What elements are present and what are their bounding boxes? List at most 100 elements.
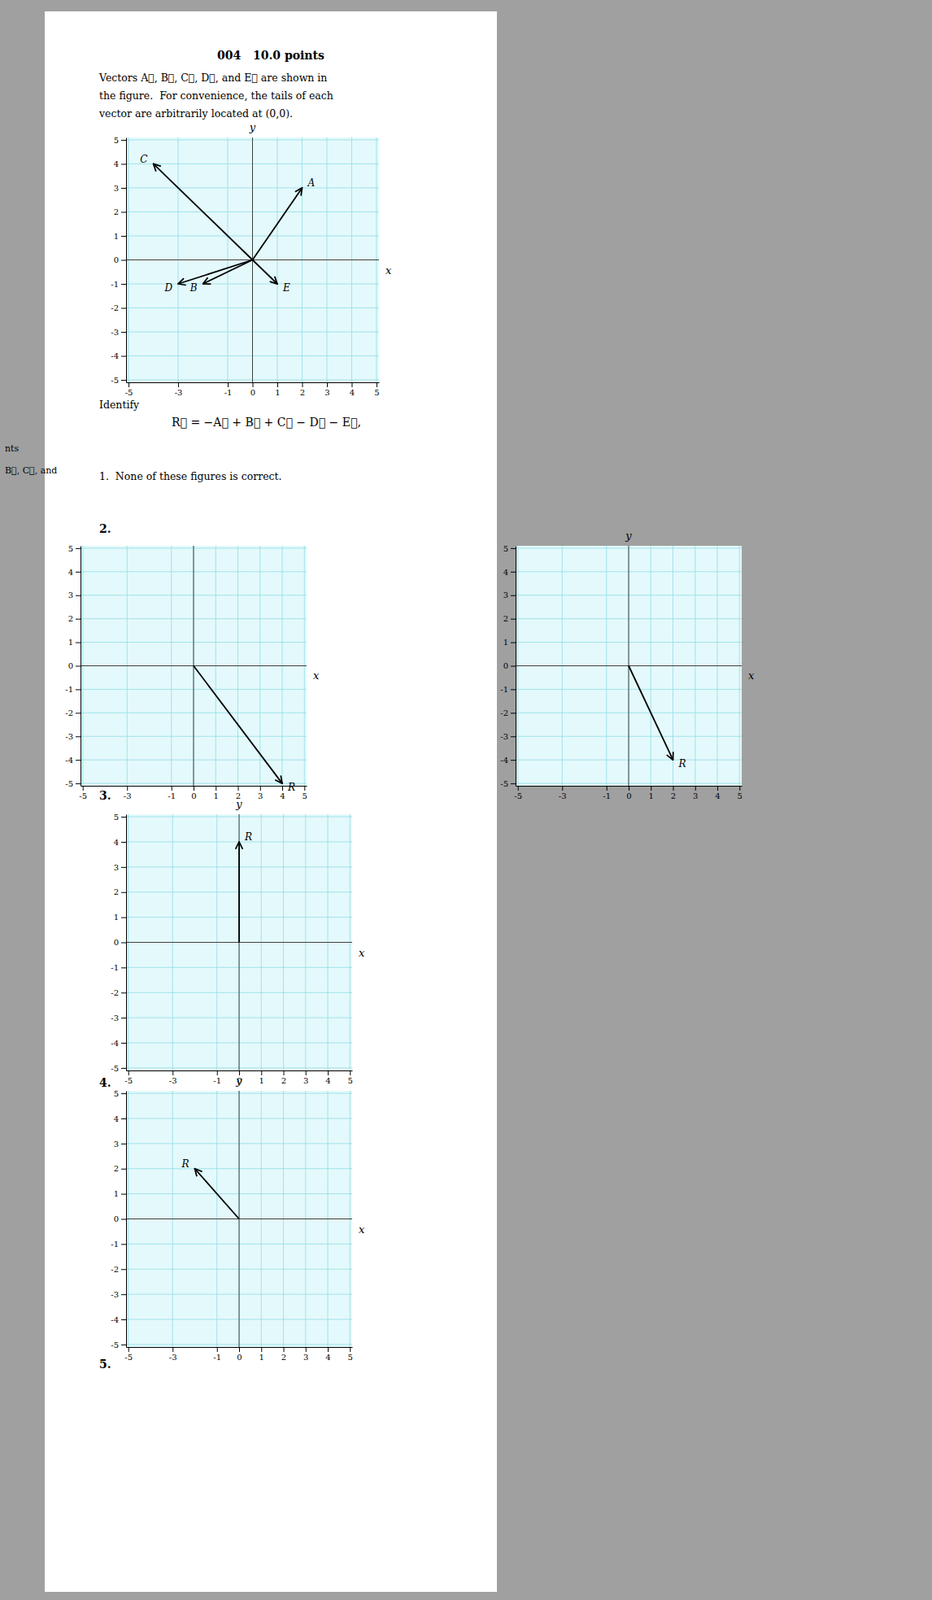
y-tick: 2	[113, 887, 127, 897]
x-tick: 3	[303, 1070, 309, 1085]
y-tick: -2	[500, 708, 516, 718]
y-tick: 1	[113, 912, 127, 922]
page-background	[0, 0, 932, 1600]
y-tick-label: 3	[503, 590, 509, 600]
y-tick-label: 1	[68, 637, 74, 647]
x-tick: -1	[602, 785, 611, 801]
y-tick-mark	[75, 666, 81, 667]
x-tick-label: -5	[124, 1075, 133, 1085]
x-axis-title: x	[385, 264, 392, 277]
vector-label: R	[678, 757, 687, 770]
y-axis-line	[80, 546, 82, 787]
y-tick-mark	[121, 1042, 127, 1044]
y-tick-label: -3	[110, 1013, 119, 1023]
y-tick: -3	[500, 731, 516, 741]
x-tick: -5	[124, 1070, 133, 1085]
x-tick-mark	[628, 785, 630, 791]
x-tick-mark	[82, 785, 84, 791]
vector	[153, 163, 253, 260]
y-axis-title: y	[235, 1074, 243, 1087]
y-tick: 0	[68, 661, 81, 671]
y-tick-mark	[75, 548, 81, 549]
x-tick-mark	[717, 785, 719, 791]
x-tick: 3	[692, 785, 698, 801]
x-tick-mark	[695, 785, 697, 791]
y-tick-mark	[121, 379, 127, 381]
x-tick: 5	[348, 1346, 353, 1362]
y-tick-label: -1	[110, 279, 119, 289]
vector-labels: R	[243, 831, 253, 843]
x-tick-label: 3	[692, 791, 698, 801]
chart: -5-3-1012345-5-4-3-2-1012345Rxy	[500, 529, 755, 801]
x-tick-mark	[252, 382, 254, 388]
y-tick-label: -2	[65, 708, 74, 718]
y-tick-label: -2	[110, 1264, 119, 1274]
x-tick: 1	[259, 1070, 265, 1085]
x-axis: -5-3-1012345	[125, 382, 380, 397]
y-tick-label: -4	[110, 351, 119, 361]
y-tick-label: 4	[113, 159, 119, 169]
y-tick-mark	[121, 942, 127, 944]
y-tick-mark	[121, 1319, 127, 1320]
x-tick: 1	[213, 785, 219, 801]
x-tick-mark	[376, 382, 378, 388]
x-tick-mark	[126, 785, 128, 791]
x-tick: -3	[558, 785, 567, 801]
annotation: B⃗, C⃗, and	[4, 465, 57, 476]
chart: -5-3-1012345-5-4-3-2-1012345Rxy	[110, 797, 366, 1085]
x-tick: 3	[257, 785, 263, 801]
x-tick-mark	[261, 1070, 262, 1076]
y-tick: -5	[110, 375, 127, 385]
y-tick-mark	[121, 1344, 127, 1346]
y-tick-label: 1	[113, 912, 119, 922]
y-tick-label: 5	[113, 812, 119, 822]
x-tick-mark	[238, 785, 240, 791]
y-tick-mark	[121, 917, 127, 919]
y-tick-label: 2	[113, 1163, 119, 1173]
annotation: Vectors A⃗, B⃗, C⃗, D⃗, and E⃗ are shown…	[98, 71, 327, 84]
y-tick: -1	[500, 684, 516, 694]
y-tick-mark	[121, 187, 127, 189]
y-tick: 1	[113, 1188, 127, 1198]
y-tick-label: 1	[503, 637, 509, 647]
x-tick-mark	[128, 1070, 130, 1076]
vector	[193, 666, 283, 784]
y-axis-line	[126, 814, 127, 1072]
y-tick-label: 5	[113, 1088, 119, 1098]
y-tick: -5	[500, 779, 516, 789]
y-tick: -5	[110, 1340, 127, 1350]
x-tick: -1	[167, 785, 176, 801]
x-tick-label: 5	[374, 387, 379, 397]
x-tick-mark	[305, 1346, 307, 1352]
y-tick-mark	[75, 759, 81, 761]
y-tick-mark	[121, 841, 127, 843]
y-axis: -5-4-3-2-1012345	[500, 544, 516, 789]
y-tick-mark	[121, 235, 127, 237]
y-axis: -5-4-3-2-1012345	[110, 812, 127, 1073]
y-tick: 4	[113, 1114, 127, 1124]
x-tick-label: -3	[169, 1075, 178, 1085]
vector	[194, 1168, 240, 1220]
x-tick-label: 5	[348, 1352, 353, 1362]
x-tick-mark	[178, 382, 179, 388]
grid	[126, 814, 353, 1071]
marks	[239, 841, 240, 943]
y-tick-mark	[121, 211, 127, 213]
y-tick: -1	[65, 684, 81, 694]
x-tick-label: -3	[174, 387, 183, 397]
y-tick-mark	[121, 992, 127, 993]
y-tick-mark	[121, 1143, 127, 1145]
y-tick: 2	[113, 207, 127, 217]
x-tick-mark	[277, 382, 279, 388]
y-tick-mark	[121, 260, 127, 262]
y-tick: 2	[503, 614, 516, 623]
y-axis: -5-4-3-2-1012345	[110, 1088, 127, 1350]
annotation: the figure. For convenience, the tails o…	[99, 89, 334, 102]
y-tick: 0	[113, 255, 127, 265]
plot-area	[126, 814, 353, 1071]
x-tick-label: 3	[303, 1352, 309, 1362]
y-tick-label: -1	[110, 962, 119, 972]
y-tick-label: -5	[110, 1063, 119, 1073]
y-tick-label: 4	[113, 1114, 119, 1124]
y-tick: 5	[503, 544, 516, 554]
